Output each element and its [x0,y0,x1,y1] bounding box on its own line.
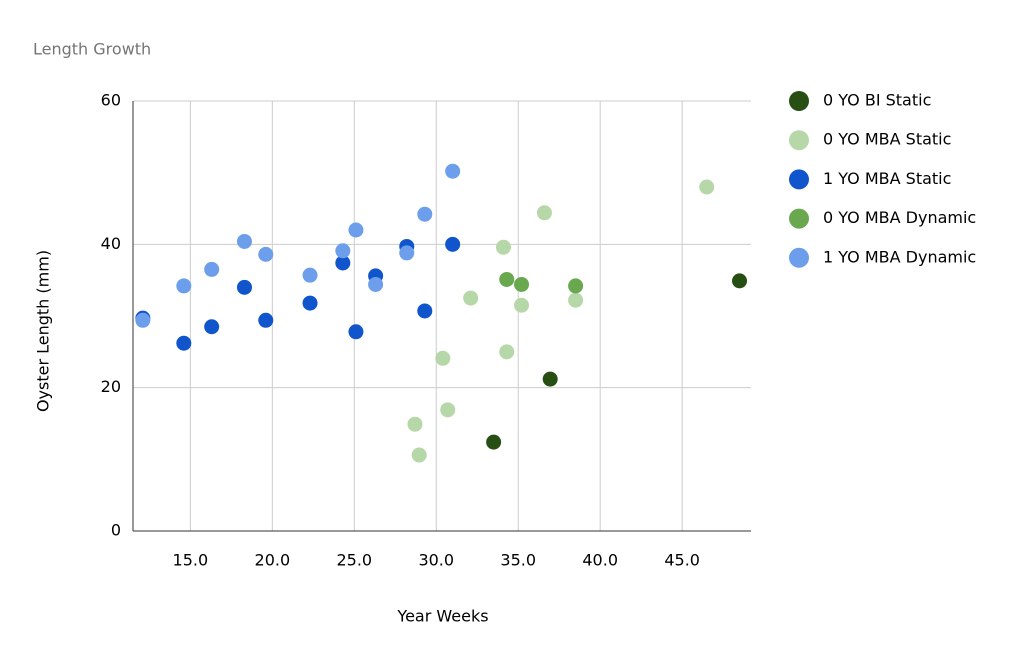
point [499,344,515,360]
legend-marker [789,208,809,229]
point [135,312,151,328]
legend-marker [789,169,809,190]
point [204,319,220,335]
point [463,290,479,306]
point [568,278,584,294]
point [440,402,456,418]
point [445,236,461,252]
point [302,267,318,283]
y-tick-label: 60 [101,91,121,110]
point [514,297,530,313]
point [499,271,515,287]
legend-label: 0 YO BI Static [823,91,931,110]
point [699,179,715,195]
legend-marker [789,247,809,268]
legend-marker [789,91,809,111]
y-axis-label: Oyster Length (mm) [34,250,53,412]
legend-marker [789,130,809,151]
x-tick-label: 35.0 [500,551,536,570]
point [368,276,384,292]
point [348,222,364,238]
point [335,255,351,271]
point [568,292,584,308]
point [445,163,461,179]
x-axis-label: Year Weeks [396,607,488,626]
point [417,303,433,319]
point [486,434,502,450]
point [236,233,252,249]
point [411,447,427,463]
point [176,278,192,294]
point [495,239,511,255]
y-tick-label: 0 [111,521,121,540]
point [258,312,274,328]
y-tick-label: 40 [101,234,121,253]
point [435,350,451,366]
chart-title: Length Growth [33,40,151,59]
point [176,335,192,351]
point [302,295,318,311]
x-tick-label: 15.0 [173,551,209,570]
x-tick-label: 25.0 [336,551,372,570]
point [335,243,351,259]
legend-label: 1 YO MBA Dynamic [823,247,976,266]
point [348,324,364,340]
legend-label: 0 YO MBA Dynamic [823,208,976,227]
point [732,273,748,289]
legend-label: 0 YO MBA Static [823,130,951,149]
legend-label: 1 YO MBA Static [823,169,951,188]
point [417,206,433,222]
x-tick-label: 20.0 [255,551,291,570]
point [399,245,415,261]
x-tick-label: 30.0 [418,551,454,570]
point [258,246,274,262]
point [536,205,552,221]
y-tick-label: 20 [101,377,121,396]
point [407,416,423,432]
point [236,279,252,295]
point [514,276,530,292]
point [542,371,558,387]
x-tick-label: 40.0 [582,551,618,570]
x-tick-label: 45.0 [664,551,700,570]
point [204,261,220,277]
